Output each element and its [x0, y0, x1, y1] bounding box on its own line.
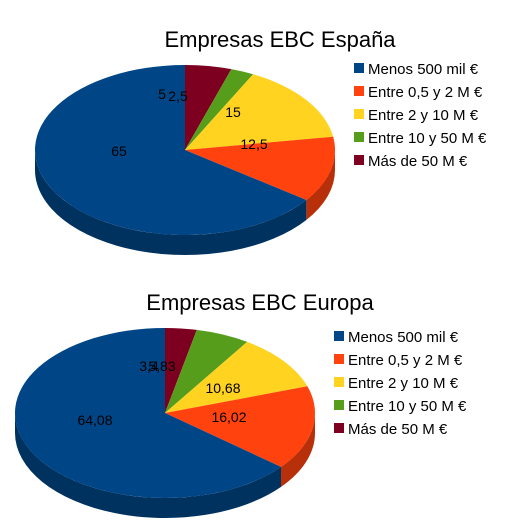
legend-label-menos-500-mil: Menos 500 mil € [368, 61, 479, 78]
legend-swatch-entre-0-5-y-2m [334, 354, 344, 364]
data-label-mas-de-50m: 3,4 [139, 358, 159, 374]
pie-data-labels: 64,08 16,02 10,68 5,833,4 [77, 358, 246, 428]
data-label-entre-0-5-y-2m: 12,5 [240, 136, 267, 152]
legend-label-mas-de-50m: Más de 50 M € [368, 153, 468, 170]
legend-label-entre-2-y-10m: Entre 2 y 10 M € [348, 375, 459, 392]
data-label-mas-de-50m: 5 [158, 86, 166, 102]
data-label-entre-10-y-50m: 2,5 [168, 88, 188, 104]
data-label-entre-10-y-50m: 5,83 [148, 358, 175, 374]
pie-slices [15, 328, 315, 519]
chart-title: Empresas EBC Europa [146, 290, 374, 315]
legend-label-menos-500-mil: Menos 500 mil € [348, 329, 459, 346]
pie-side-entre-0-5-y-2m [281, 413, 315, 487]
chart-empresas-europa: Empresas EBC Europa 64,08 16,02 10,68 5,833… [15, 290, 467, 519]
pie-slice-entre-0-5-y-2m [165, 386, 315, 467]
legend-swatch-entre-10-y-50m [354, 132, 364, 142]
pie-data-labels: 65 12,5 15 2,55 [111, 86, 268, 159]
legend-label-mas-de-50m: Más de 50 M € [348, 421, 448, 438]
legend-swatch-entre-0-5-y-2m [354, 86, 364, 96]
chart-empresas-espana: Empresas EBC España 65 12,5 15 2,55 Menos 5… [34, 27, 487, 255]
pie-slice-entre-0-5-y-2m [185, 136, 336, 200]
legend-label-entre-2-y-10m: Entre 2 y 10 M € [368, 107, 479, 124]
pie-slice-mas-de-50m [165, 328, 197, 413]
data-label-entre-2-y-10m: 10,68 [205, 380, 240, 396]
pie-slice-menos-500-mil [15, 328, 282, 498]
pie-side-menos-500-mil [35, 150, 307, 255]
legend-swatch-entre-2-y-10m [334, 377, 344, 387]
pie-slices [34, 65, 336, 255]
pie-slice-menos-500-mil [34, 65, 307, 235]
pie-side-entre-0-5-y-2m [306, 150, 335, 220]
legend-label-entre-10-y-50m: Entre 10 y 50 M € [368, 130, 487, 147]
data-label-menos-500-mil: 64,08 [77, 412, 112, 428]
legend-swatch-menos-500-mil [354, 63, 364, 73]
pie-slice-entre-10-y-50m [165, 329, 248, 413]
pie-slice-entre-2-y-10m [185, 74, 334, 150]
pie-slice-entre-10-y-50m [185, 69, 254, 150]
legend-label-entre-10-y-50m: Entre 10 y 50 M € [348, 398, 467, 415]
pie-slice-entre-2-y-10m [165, 341, 308, 413]
legend-swatch-mas-de-50m [334, 423, 344, 433]
legend-label-entre-0-5-y-2m: Entre 0,5 y 2 M € [368, 84, 483, 101]
legend-swatch-entre-2-y-10m [354, 109, 364, 119]
pie-slice-mas-de-50m [185, 65, 232, 150]
legend: Menos 500 mil € Entre 0,5 y 2 M € Entre 2 … [334, 329, 467, 438]
legend-swatch-entre-10-y-50m [334, 400, 344, 410]
legend-swatch-menos-500-mil [334, 331, 344, 341]
chart-title: Empresas EBC España [164, 27, 396, 52]
data-label-entre-0-5-y-2m: 16,02 [211, 409, 246, 425]
data-label-entre-2-y-10m: 15 [225, 104, 241, 120]
data-label-menos-500-mil: 65 [111, 143, 127, 159]
legend: Menos 500 mil € Entre 0,5 y 2 M € Entre 2 … [354, 61, 487, 170]
legend-swatch-mas-de-50m [354, 155, 364, 165]
legend-label-entre-0-5-y-2m: Entre 0,5 y 2 M € [348, 352, 463, 369]
pie-side-menos-500-mil [15, 413, 282, 519]
